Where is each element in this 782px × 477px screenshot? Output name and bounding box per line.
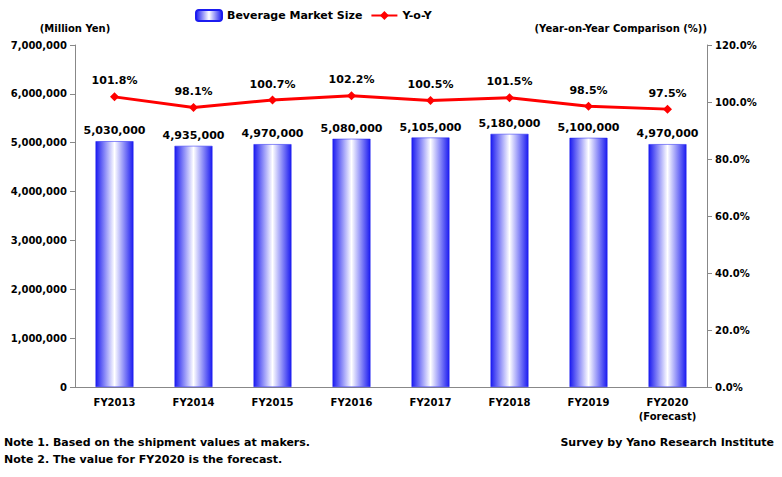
svg-text:5,180,000: 5,180,000 — [479, 117, 541, 130]
svg-text:5,030,000: 5,030,000 — [84, 124, 146, 137]
svg-text:FY2018: FY2018 — [489, 397, 531, 408]
svg-text:0.0%: 0.0% — [715, 382, 743, 393]
svg-text:4,970,000: 4,970,000 — [637, 127, 699, 140]
svg-text:101.5%: 101.5% — [487, 75, 533, 88]
svg-text:FY2013: FY2013 — [94, 397, 136, 408]
svg-text:100.7%: 100.7% — [250, 78, 296, 91]
svg-text:FY2015: FY2015 — [252, 397, 294, 408]
svg-text:Beverage Market Size: Beverage Market Size — [227, 9, 362, 22]
svg-text:20.0%: 20.0% — [715, 325, 750, 336]
svg-text:5,000,000: 5,000,000 — [11, 137, 67, 148]
svg-text:98.5%: 98.5% — [569, 84, 607, 97]
svg-text:101.8%: 101.8% — [92, 74, 138, 87]
svg-text:60.0%: 60.0% — [715, 211, 750, 222]
svg-text:FY2020: FY2020 — [647, 397, 689, 408]
svg-text:Survey by Yano Research Instit: Survey by Yano Research Institute — [560, 436, 774, 449]
svg-text:1,000,000: 1,000,000 — [11, 333, 67, 344]
svg-text:40.0%: 40.0% — [715, 268, 750, 279]
svg-text:(Year-on-Year Comparison (%)): (Year-on-Year Comparison (%)) — [535, 23, 708, 34]
svg-text:5,105,000: 5,105,000 — [400, 121, 462, 134]
svg-text:4,000,000: 4,000,000 — [11, 186, 67, 197]
svg-text:0: 0 — [60, 382, 67, 393]
svg-text:FY2016: FY2016 — [331, 397, 373, 408]
svg-text:Y-o-Y: Y-o-Y — [401, 9, 432, 22]
svg-text:100.0%: 100.0% — [715, 97, 757, 108]
svg-text:4,935,000: 4,935,000 — [163, 129, 225, 142]
svg-text:(Million Yen): (Million Yen) — [40, 23, 111, 34]
svg-text:102.2%: 102.2% — [329, 73, 375, 86]
svg-text:4,970,000: 4,970,000 — [242, 127, 304, 140]
svg-text:120.0%: 120.0% — [715, 40, 757, 51]
svg-text:(Forecast): (Forecast) — [639, 411, 697, 422]
svg-text:100.5%: 100.5% — [408, 78, 454, 91]
svg-text:80.0%: 80.0% — [715, 154, 750, 165]
svg-text:2,000,000: 2,000,000 — [11, 284, 67, 295]
svg-text:FY2017: FY2017 — [410, 397, 452, 408]
svg-text:98.1%: 98.1% — [174, 85, 212, 98]
svg-text:6,000,000: 6,000,000 — [11, 88, 67, 99]
svg-text:Note 1. Based on the shipment: Note 1. Based on the shipment values at … — [4, 436, 310, 449]
svg-text:Note 2. The value for FY2020 i: Note 2. The value for FY2020 is the fore… — [4, 453, 282, 466]
svg-text:7,000,000: 7,000,000 — [11, 40, 67, 51]
svg-text:5,100,000: 5,100,000 — [558, 121, 620, 134]
svg-text:3,000,000: 3,000,000 — [11, 235, 67, 246]
svg-text:5,080,000: 5,080,000 — [321, 122, 383, 135]
svg-text:FY2014: FY2014 — [173, 397, 215, 408]
svg-text:FY2019: FY2019 — [568, 397, 610, 408]
svg-text:97.5%: 97.5% — [648, 87, 686, 100]
